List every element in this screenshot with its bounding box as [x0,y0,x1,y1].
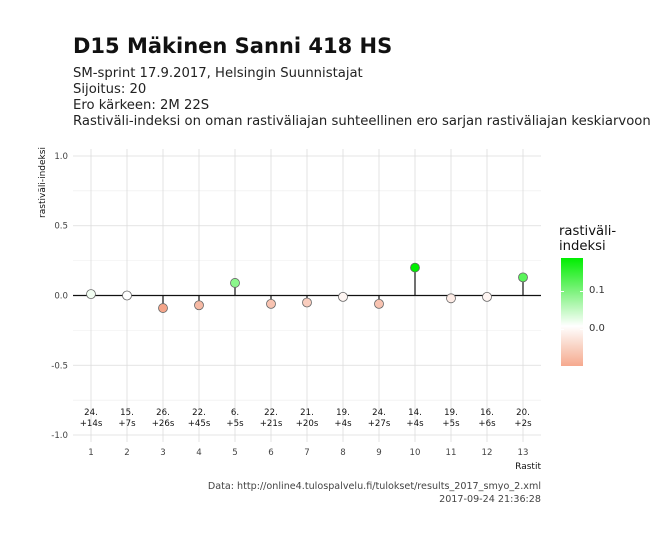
rank-label: 19. [444,408,458,418]
y-tick-label: -1.0 [51,431,68,441]
rank-label: 22. [264,408,278,418]
gap-label: +20s [296,419,319,429]
lollipop-point [194,300,204,311]
rank-label: 24. [84,408,98,418]
lollipop-point [518,272,528,283]
y-tick-label: 1.0 [54,152,68,162]
rank-label: 22. [192,408,206,418]
rank-label: 6. [231,408,239,418]
lollipop-point [374,298,384,309]
lollipop-point [158,303,168,313]
lollipop-point [302,297,312,308]
rank-label: 15. [120,408,134,418]
x-tick-label: 7 [304,448,309,458]
x-tick-label: 1 [88,448,93,458]
legend-tick-mark [561,329,564,330]
lollipop-point [446,293,456,304]
rank-label: 20. [516,408,530,418]
y-axis-title: rastiväli-indeksi [38,147,48,218]
gap-label: +2s [514,419,532,429]
legend-tick-mark [561,291,564,292]
legend-colorbar [561,258,583,366]
lollipop-point [266,298,276,309]
x-tick-label: 4 [196,448,201,458]
gap-label: +4s [334,419,352,429]
x-tick-label: 12 [482,448,493,458]
timestamp-caption: 2017-09-24 21:36:28 [439,494,541,505]
gap-label: +5s [226,419,244,429]
y-tick-label: 0.5 [54,222,68,232]
subtitle-line-3: Ero kärkeen: 2M 22S [73,98,210,113]
gap-label: +27s [368,419,391,429]
lollipop-point [122,290,132,301]
x-tick-label: 3 [160,448,165,458]
x-tick-label: 5 [232,448,237,458]
legend-tick-mark [580,291,583,292]
x-tick-label: 10 [410,448,421,458]
legend-tick-label: 0.0 [589,323,605,334]
gap-label: +4s [406,419,424,429]
rank-label: 26. [156,408,170,418]
gap-label: +45s [188,419,211,429]
subtitle-line-4: Rastiväli-indeksi on oman rastiväliajan … [73,114,651,129]
gap-label: +21s [260,419,283,429]
rank-label: 24. [372,408,386,418]
y-tick-label: 0.0 [54,292,68,302]
gap-label: +5s [442,419,460,429]
legend-title: rastiväli- indeksi [559,224,616,254]
legend-tick-label: 0.1 [589,285,605,296]
gap-label: +7s [118,419,136,429]
gap-label: +6s [478,419,496,429]
y-tick-label: -0.5 [51,361,68,371]
x-tick-label: 13 [518,448,529,458]
legend-title-line-1: rastiväli- [559,224,617,239]
x-tick-label: 8 [340,448,345,458]
gap-label: +26s [152,419,175,429]
subtitle-line-1: SM-sprint 17.9.2017, Helsingin Suunnista… [73,66,363,81]
lollipop-point [86,289,96,300]
rank-label: 14. [408,408,422,418]
x-tick-label: 6 [268,448,273,458]
rank-label: 21. [300,408,314,418]
lollipop-point [338,291,348,302]
subtitle-line-2: Sijoitus: 20 [73,82,147,97]
lollipop-point [410,262,420,273]
rank-label: 19. [336,408,350,418]
x-tick-label: 2 [124,448,129,458]
x-tick-label: 11 [446,448,457,458]
legend-title-line-2: indeksi [559,239,606,254]
rank-label: 16. [480,408,494,418]
data-source-caption: Data: http://online4.tulospalvelu.fi/tul… [207,481,541,492]
x-axis-title: Rastit [515,462,541,472]
gap-label: +14s [80,419,103,429]
x-tick-label: 9 [376,448,381,458]
lollipop-point [482,291,492,302]
chart-title: D15 Mäkinen Sanni 418 HS [73,34,393,58]
lollipop-point [230,278,240,288]
legend-tick-mark [580,329,583,330]
